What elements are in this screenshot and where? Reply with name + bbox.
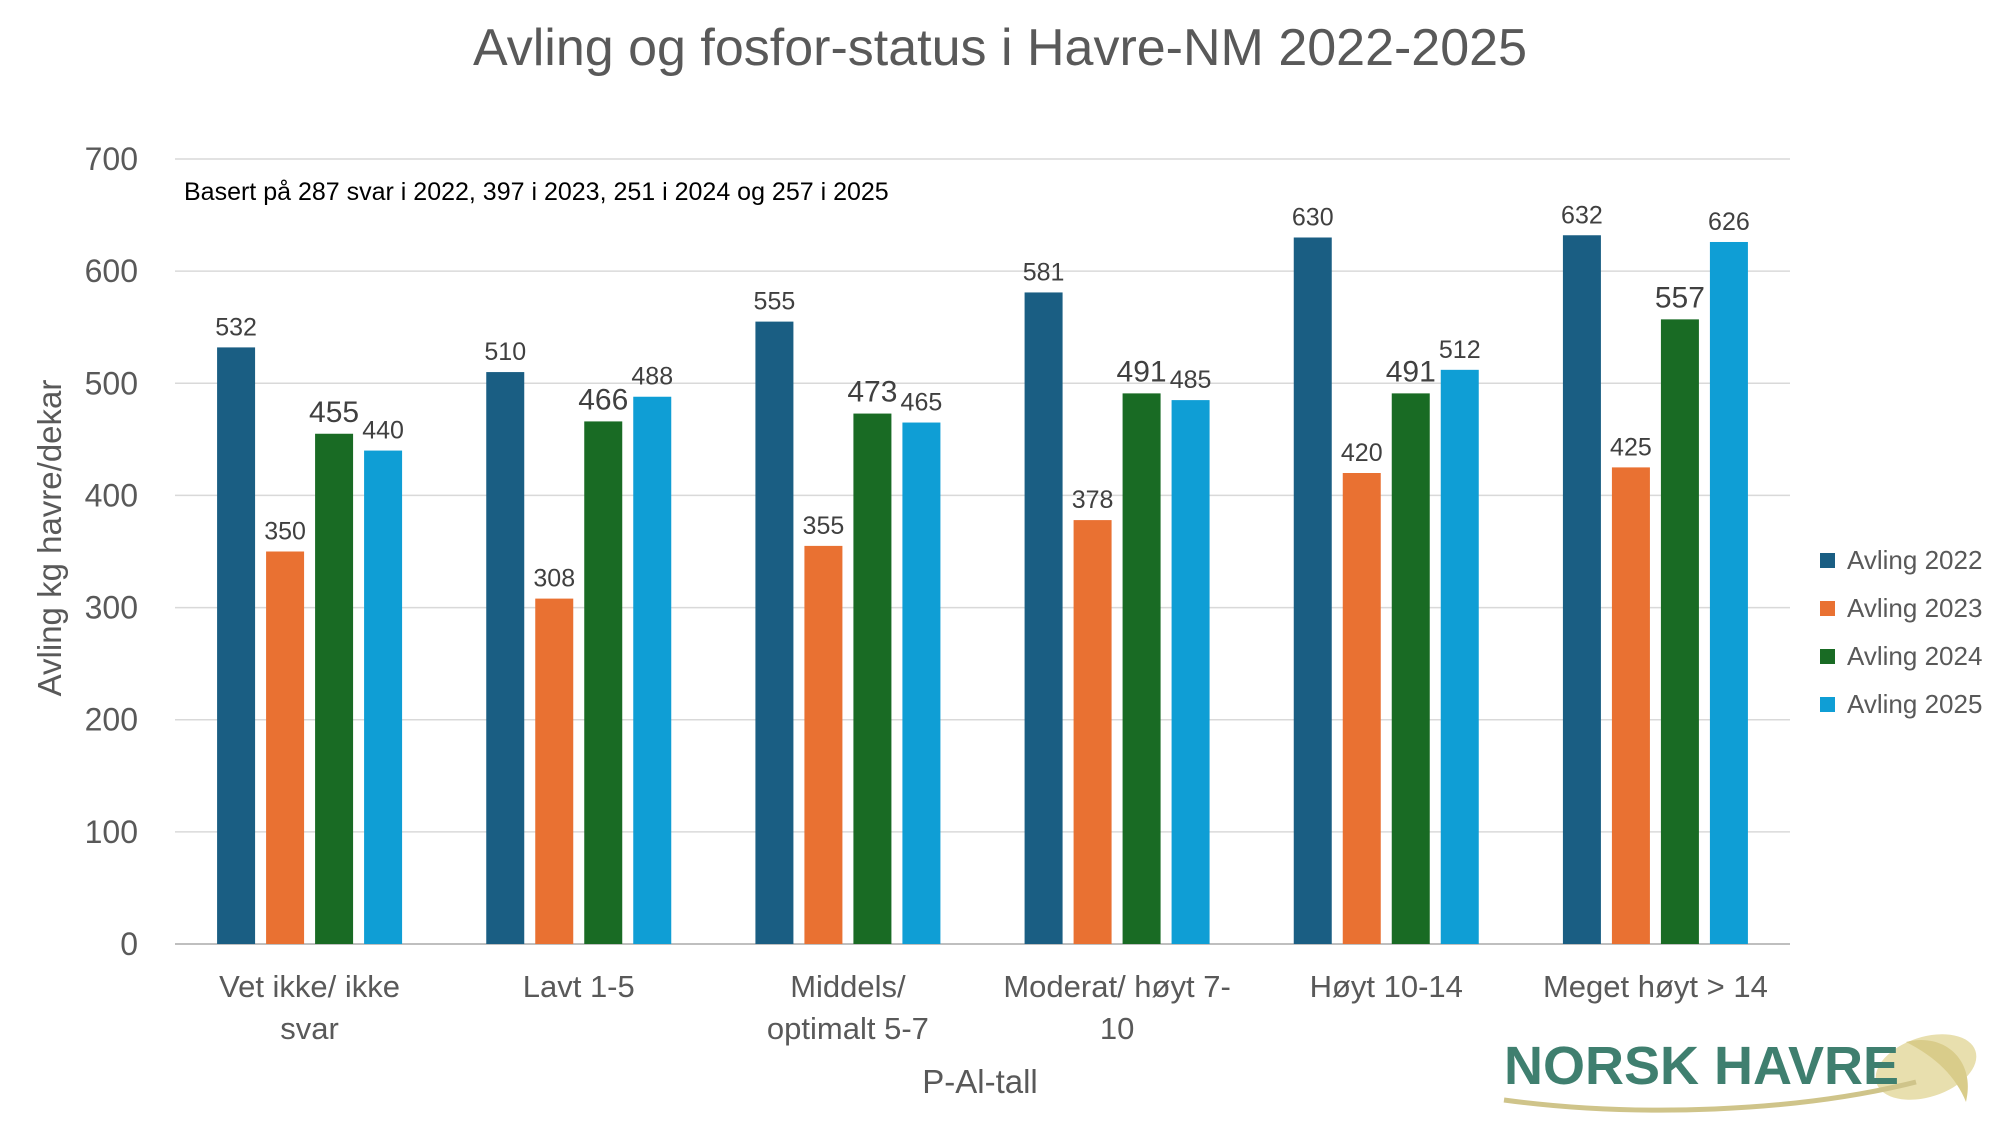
bar-avling-2024 bbox=[1122, 393, 1161, 945]
category-label-line: Meget høyt > 14 bbox=[1542, 969, 1768, 1004]
category-label: Lavt 1-5 bbox=[459, 966, 699, 1008]
legend-item: Avling 2025 bbox=[1820, 680, 1982, 728]
data-label: 473 bbox=[847, 376, 897, 409]
y-axis-label: Avling kg havre/dekar bbox=[31, 379, 68, 697]
bar-avling-2025 bbox=[1171, 400, 1210, 944]
data-label: 355 bbox=[803, 512, 845, 540]
category-label-line: Lavt 1-5 bbox=[522, 969, 635, 1004]
data-label: 455 bbox=[309, 396, 359, 429]
category-label-line: Moderat/ høyt 7- bbox=[1003, 969, 1231, 1004]
bar-avling-2022 bbox=[1293, 237, 1332, 944]
data-label: 581 bbox=[1023, 258, 1065, 286]
category-label: Middels/optimalt 5-7 bbox=[728, 966, 968, 1050]
data-label: 308 bbox=[533, 565, 575, 593]
bar-avling-2023 bbox=[1073, 520, 1112, 944]
data-label: 555 bbox=[754, 288, 796, 316]
data-label: 491 bbox=[1386, 355, 1436, 388]
bar-avling-2022 bbox=[486, 372, 525, 945]
y-tick-label: 400 bbox=[85, 477, 138, 513]
data-label: 440 bbox=[362, 417, 404, 445]
bar-avling-2024 bbox=[315, 433, 354, 944]
legend: Avling 2022 Avling 2023 Avling 2024 Avling … bbox=[1820, 536, 1982, 728]
bar-avling-2024 bbox=[853, 413, 892, 944]
bar-avling-2023 bbox=[266, 551, 305, 944]
bar-avling-2025 bbox=[1440, 369, 1479, 944]
bar-avling-2024 bbox=[1391, 393, 1430, 945]
category-label-line: Middels/ bbox=[790, 969, 906, 1004]
data-label: 466 bbox=[578, 383, 628, 416]
data-label: 632 bbox=[1561, 201, 1603, 229]
bar-avling-2025 bbox=[1709, 241, 1748, 944]
category-label: Vet ikke/ ikke svar bbox=[190, 966, 430, 1050]
legend-item: Avling 2024 bbox=[1820, 632, 1982, 680]
data-label: 630 bbox=[1292, 204, 1334, 232]
chart-title: Avling og fosfor-status i Havre-NM 2022-… bbox=[473, 19, 1527, 77]
legend-label: Avling 2023 bbox=[1847, 592, 1983, 623]
data-label: 465 bbox=[901, 389, 943, 417]
data-label: 512 bbox=[1439, 336, 1481, 364]
bar-avling-2024 bbox=[584, 421, 623, 944]
category-label-line: optimalt 5-7 bbox=[766, 1011, 929, 1046]
legend-label: Avling 2022 bbox=[1847, 544, 1983, 575]
category-label-line: 10 bbox=[1099, 1011, 1135, 1046]
bar-avling-2022 bbox=[755, 321, 794, 944]
legend-label: Avling 2024 bbox=[1847, 640, 1983, 671]
bar-avling-2023 bbox=[804, 545, 843, 944]
legend-swatch bbox=[1820, 696, 1835, 712]
data-label: 378 bbox=[1072, 486, 1114, 514]
bar-avling-2025 bbox=[902, 422, 941, 944]
y-tick-label: 500 bbox=[85, 365, 138, 401]
legend-label: Avling 2025 bbox=[1847, 688, 1983, 719]
data-label: 485 bbox=[1170, 366, 1212, 394]
y-tick-label: 100 bbox=[85, 814, 138, 850]
bar-avling-2025 bbox=[633, 396, 672, 944]
logo-oat-husk-icon bbox=[1906, 1040, 1968, 1102]
category-label-line: Høyt 10-14 bbox=[1309, 969, 1463, 1004]
y-tick-label: 700 bbox=[85, 141, 138, 177]
x-axis-label: P-Al-tall bbox=[922, 1063, 1038, 1100]
legend-item: Avling 2022 bbox=[1820, 536, 1982, 584]
y-tick-label: 200 bbox=[85, 702, 138, 738]
category-label: Moderat/ høyt 7- 10 bbox=[997, 966, 1237, 1050]
y-tick-label: 300 bbox=[85, 590, 138, 626]
data-label: 425 bbox=[1610, 433, 1652, 461]
category-label: Meget høyt > 14 bbox=[1535, 966, 1775, 1008]
logo-swoosh-icon bbox=[1503, 1079, 1917, 1113]
bar-avling-2022 bbox=[1024, 292, 1063, 944]
legend-swatch bbox=[1820, 648, 1835, 664]
y-tick-label: 600 bbox=[85, 253, 138, 289]
bar-avling-2023 bbox=[1342, 473, 1381, 944]
data-label: 350 bbox=[264, 518, 306, 546]
norsk-havre-logo: NORSK HAVRE bbox=[1503, 1034, 1977, 1113]
logo-text: NORSK HAVRE bbox=[1504, 1036, 1899, 1096]
category-label: Høyt 10-14 bbox=[1266, 966, 1506, 1008]
category-label-line: svar bbox=[280, 1011, 339, 1046]
chart-annotation: Basert på 287 svar i 2022, 397 i 2023, 2… bbox=[184, 178, 889, 206]
data-label: 557 bbox=[1655, 281, 1705, 314]
bar-avling-2024 bbox=[1660, 319, 1699, 945]
data-label: 420 bbox=[1341, 439, 1383, 467]
legend-item: Avling 2023 bbox=[1820, 584, 1982, 632]
data-label: 491 bbox=[1117, 355, 1167, 388]
bar-avling-2022 bbox=[217, 347, 256, 944]
bar-avling-2023 bbox=[535, 598, 574, 944]
data-label: 488 bbox=[631, 363, 673, 391]
data-label: 510 bbox=[484, 338, 526, 366]
bar-avling-2022 bbox=[1562, 235, 1601, 944]
legend-swatch bbox=[1820, 552, 1835, 568]
category-label-line: Vet ikke/ ikke bbox=[219, 969, 401, 1004]
bar-avling-2025 bbox=[364, 450, 403, 944]
bar-avling-2023 bbox=[1611, 467, 1650, 944]
data-label: 532 bbox=[215, 313, 257, 341]
y-tick-label: 0 bbox=[120, 926, 138, 962]
legend-swatch bbox=[1820, 600, 1835, 616]
data-label: 626 bbox=[1708, 208, 1750, 236]
